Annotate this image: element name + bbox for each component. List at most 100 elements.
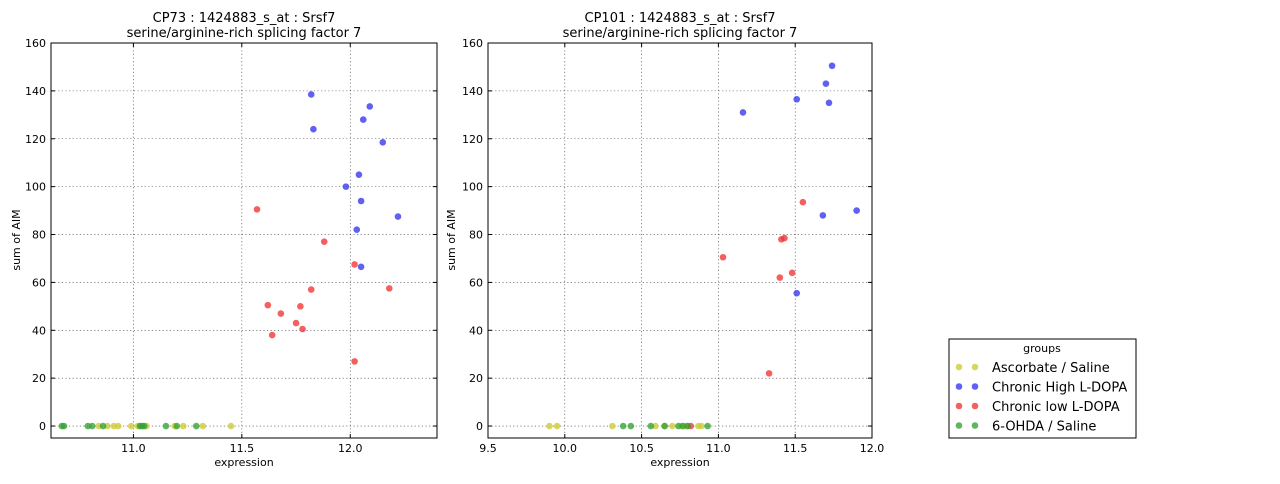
- point-6-ohda-saline: [619, 422, 627, 430]
- point-chronic-low-l-dopa: [788, 269, 796, 277]
- y-tick-label: 160: [462, 37, 483, 50]
- y-tick-label: 60: [32, 276, 46, 289]
- point-chronic-low-l-dopa: [277, 310, 285, 317]
- chart-subtitle: serine/arginine-rich splicing factor 7: [563, 26, 798, 41]
- grid: [487, 42, 873, 438]
- point-6-ohda-saline: [627, 422, 635, 430]
- y-tick-label: 20: [469, 372, 483, 385]
- point-chronic-high-l-dopa: [366, 103, 374, 110]
- legend-marker-chronic-high-l-dopa: [955, 383, 963, 390]
- point-6-ohda-saline: [173, 422, 181, 430]
- y-tick-label: 40: [32, 324, 46, 337]
- point-chronic-high-l-dopa: [353, 226, 361, 234]
- legend-marker-ascorbate-saline: [955, 363, 963, 371]
- point-chronic-low-l-dopa: [351, 261, 358, 268]
- point-chronic-low-l-dopa: [292, 319, 300, 327]
- x-tick-label: 12.0: [338, 442, 363, 455]
- y-tick-label: 80: [469, 229, 483, 242]
- point-chronic-low-l-dopa: [299, 325, 306, 333]
- x-tick-label: 11.5: [230, 442, 255, 455]
- point-chronic-low-l-dopa: [799, 198, 807, 206]
- point-ascorbate-saline: [553, 422, 561, 430]
- plot-frame: [50, 42, 438, 439]
- x-tick-label: 12.0: [860, 442, 885, 455]
- y-tick-label: 20: [32, 372, 46, 385]
- point-chronic-high-l-dopa: [822, 80, 830, 87]
- chart-title: CP101 : 1424883_s_at : Srsf7: [585, 11, 776, 26]
- legend-title: groups: [1023, 342, 1061, 355]
- points: [58, 91, 402, 430]
- legend-marker-chronic-high-l-dopa: [971, 383, 979, 390]
- point-chronic-high-l-dopa: [853, 207, 860, 214]
- ticks: 11.0 11.5 12.0 0 20 40 60 80 100 120 140 160: [25, 37, 437, 455]
- chart-subtitle: serine/arginine-rich splicing factor 7: [127, 26, 362, 41]
- point-chronic-high-l-dopa: [357, 197, 365, 205]
- point-6-ohda-saline: [99, 422, 107, 430]
- point-chronic-high-l-dopa: [394, 213, 402, 220]
- legend-label-ascorbate-saline: Ascorbate / Saline: [992, 361, 1110, 376]
- legend-marker-ascorbate-saline: [971, 363, 979, 371]
- y-tick-label: 160: [25, 37, 46, 50]
- point-chronic-low-l-dopa: [765, 370, 773, 377]
- point-6-ohda-saline: [675, 422, 682, 430]
- point-6-ohda-saline: [140, 422, 148, 430]
- plot-frame: [487, 42, 873, 439]
- y-tick-label: 120: [462, 133, 483, 146]
- y-tick-label: 120: [25, 133, 46, 146]
- point-chronic-high-l-dopa: [307, 91, 315, 98]
- point-chronic-low-l-dopa: [307, 286, 315, 293]
- point-chronic-high-l-dopa: [828, 62, 836, 70]
- point-chronic-high-l-dopa: [819, 212, 827, 219]
- point-6-ohda-saline: [679, 422, 687, 430]
- ticks: 9.5 10.0 10.5 11.0 11.5 12.0 0 20 40 60 80 100 120 14…: [462, 37, 884, 455]
- y-axis-label: sum of AIM: [10, 209, 23, 270]
- y-tick-label: 80: [32, 229, 46, 242]
- point-chronic-high-l-dopa: [793, 289, 801, 297]
- point-ascorbate-saline: [114, 422, 122, 430]
- point-6-ohda-saline: [647, 422, 655, 430]
- legend-marker-6-ohda-saline: [971, 422, 979, 429]
- point-chronic-low-l-dopa: [385, 285, 393, 292]
- point-ascorbate-saline: [652, 422, 659, 430]
- y-tick-label: 100: [462, 181, 483, 194]
- x-tick-label: 10.0: [553, 442, 578, 455]
- y-tick-label: 0: [39, 420, 46, 433]
- legend-box: [948, 338, 1137, 439]
- point-chronic-low-l-dopa: [320, 238, 328, 245]
- point-chronic-high-l-dopa: [357, 263, 365, 271]
- grid: [51, 42, 437, 438]
- x-tick-label: 11.0: [706, 442, 731, 455]
- point-ascorbate-saline: [127, 422, 135, 430]
- point-6-ohda-saline: [162, 422, 170, 430]
- point-chronic-high-l-dopa: [825, 99, 833, 107]
- point-ascorbate-saline: [669, 422, 676, 430]
- x-tick-label: 10.5: [629, 442, 654, 455]
- point-ascorbate-saline: [199, 422, 207, 430]
- point-ascorbate-saline: [546, 422, 553, 430]
- x-tick-label: 9.5: [479, 442, 497, 455]
- x-axis-label: expression: [214, 456, 273, 469]
- legend-label-chronic-high-l-dopa: Chronic High L-DOPA: [992, 381, 1127, 396]
- point-6-ohda-saline: [684, 422, 691, 430]
- legend-entries: Ascorbate / Saline Chronic High L-DOPA Chr…: [955, 361, 1127, 435]
- point-6-ohda-saline: [704, 422, 711, 430]
- legend: groups Ascorbate / Saline Chronic High L-…: [948, 338, 1137, 439]
- point-chronic-high-l-dopa: [310, 125, 317, 133]
- point-6-ohda-saline: [88, 422, 96, 430]
- legend-marker-chronic-low-l-dopa: [955, 402, 963, 410]
- chart-panel-cp101: CP101 : 1424883_s_at : Srsf7 serine/argi…: [445, 11, 884, 469]
- point-ascorbate-saline: [609, 422, 616, 430]
- y-tick-label: 100: [25, 181, 46, 194]
- y-axis-label: sum of AIM: [445, 209, 458, 270]
- y-tick-label: 40: [469, 324, 483, 337]
- point-chronic-low-l-dopa: [268, 331, 276, 339]
- x-tick-label: 11.5: [783, 442, 808, 455]
- point-chronic-low-l-dopa: [264, 301, 272, 309]
- legend-label-chronic-low-l-dopa: Chronic low L-DOPA: [992, 400, 1120, 415]
- point-6-ohda-saline: [60, 422, 68, 430]
- point-chronic-low-l-dopa: [719, 253, 727, 261]
- point-chronic-high-l-dopa: [355, 171, 363, 178]
- point-ascorbate-saline: [698, 422, 705, 430]
